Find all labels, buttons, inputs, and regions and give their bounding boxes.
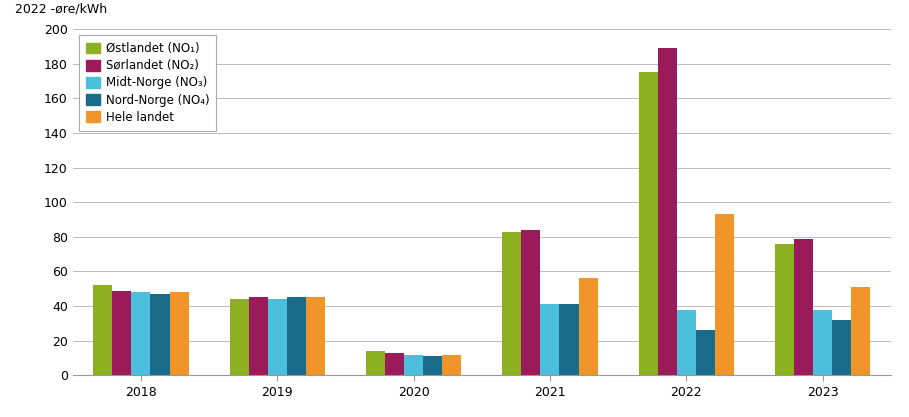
Bar — [578, 279, 597, 375]
Bar — [657, 48, 676, 375]
Text: 2022 -øre/kWh: 2022 -øre/kWh — [15, 3, 107, 15]
Bar — [638, 73, 657, 375]
Bar — [676, 309, 695, 375]
Bar — [248, 297, 267, 375]
Bar — [442, 354, 461, 375]
Bar — [365, 351, 385, 375]
Bar — [521, 230, 540, 375]
Bar — [813, 309, 832, 375]
Bar — [305, 297, 325, 375]
Bar — [169, 292, 188, 375]
Bar — [385, 353, 404, 375]
Bar — [832, 320, 851, 375]
Bar — [794, 239, 813, 375]
Bar — [286, 297, 305, 375]
Bar — [112, 291, 131, 375]
Bar — [131, 292, 150, 375]
Bar — [774, 244, 794, 375]
Bar — [695, 330, 714, 375]
Bar — [267, 299, 286, 375]
Bar — [229, 299, 248, 375]
Bar — [502, 232, 521, 375]
Bar — [851, 287, 870, 375]
Bar — [404, 354, 423, 375]
Bar — [714, 214, 734, 375]
Legend: Østlandet (NO₁), Sørlandet (NO₂), Midt-Norge (NO₃), Nord-Norge (NO₄), Hele lande: Østlandet (NO₁), Sørlandet (NO₂), Midt-N… — [78, 35, 216, 131]
Bar — [559, 304, 578, 375]
Bar — [150, 294, 169, 375]
Bar — [93, 285, 112, 375]
Bar — [540, 304, 559, 375]
Bar — [423, 356, 442, 375]
